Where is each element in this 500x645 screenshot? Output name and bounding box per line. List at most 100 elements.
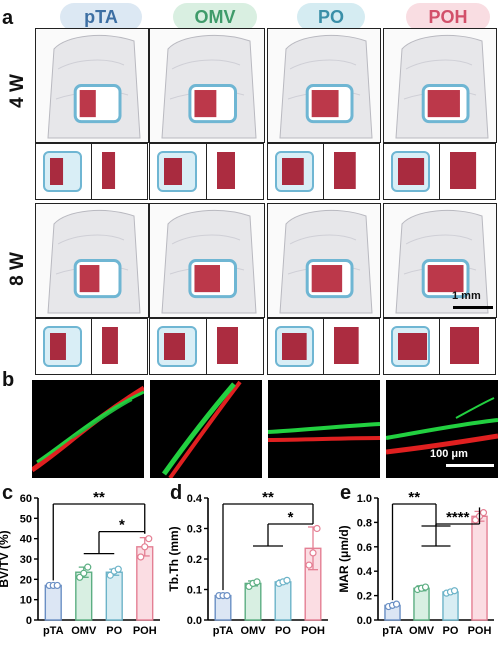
panel-label-b: b xyxy=(2,369,15,391)
x-tick-label: PO xyxy=(443,625,459,637)
micro-ct-scaffold-view xyxy=(149,318,207,375)
group-header-label: POH xyxy=(428,7,468,27)
data-point xyxy=(283,576,291,584)
data-point xyxy=(84,563,92,571)
group-header-label: pTA xyxy=(84,7,118,27)
x-tick-label: OMV xyxy=(409,625,435,637)
y-axis-label: MAR (μm/d) xyxy=(337,525,351,592)
fluorescence-image-po xyxy=(268,380,380,478)
micro-ct-3d-view xyxy=(383,203,497,318)
micro-ct-new-bone-view xyxy=(91,318,148,375)
row-label-8w: 8 W xyxy=(7,252,28,286)
x-tick-label: POH xyxy=(133,625,157,637)
group-header-omv: OMV xyxy=(173,3,257,31)
x-tick-label: OMV xyxy=(240,625,266,637)
micro-ct-new-bone-view xyxy=(323,318,380,375)
y-tick-label: 30 xyxy=(20,554,32,566)
micro-ct-new-bone-view xyxy=(206,143,264,200)
panel-label-c: c xyxy=(2,482,14,504)
data-point xyxy=(421,583,430,591)
fluorescence-image-omv xyxy=(150,380,262,478)
panel-label-a: a xyxy=(2,7,14,29)
fluorescence-image-pta xyxy=(32,380,144,478)
bar-chart-mar: 0.0 0.2 0.4 0.6 0.8 1.0 MAR (μm/d) pTA OMV PO POH *… xyxy=(337,489,494,637)
micro-ct-3d-view xyxy=(35,203,149,318)
micro-ct-3d-view xyxy=(383,28,497,143)
micro-ct-scale-bar xyxy=(453,306,493,309)
micro-ct-new-bone-view xyxy=(439,318,496,375)
micro-ct-scaffold-view xyxy=(383,318,440,375)
group-header-label: OMV xyxy=(194,7,236,27)
panel-label-d: d xyxy=(170,482,183,504)
fluorescence-image-pta-art xyxy=(32,385,144,473)
x-tick-label: PO xyxy=(106,625,122,637)
significance-label: * xyxy=(288,509,294,526)
group-header-po: PO xyxy=(297,3,365,31)
y-tick-label: 0.2 xyxy=(357,591,372,603)
micro-ct-scaffold-view xyxy=(35,318,92,375)
data-point xyxy=(253,578,261,586)
y-axis-label: BV/TV (%) xyxy=(0,530,11,587)
y-tick-label: 0 xyxy=(26,615,32,627)
x-tick-label: pTA xyxy=(213,625,234,637)
bar-po xyxy=(105,571,123,621)
data-point xyxy=(80,569,88,577)
y-tick-label: 0.1 xyxy=(187,585,202,597)
micro-ct-scale-label: 1 mm xyxy=(452,290,481,302)
y-tick-label: 0.2 xyxy=(187,554,202,566)
fluorescence-image-poh: 100 μm xyxy=(386,380,498,478)
significance-label: ** xyxy=(408,489,420,506)
data-point xyxy=(313,524,321,533)
y-tick-label: 50 xyxy=(20,513,32,525)
bar-po xyxy=(274,581,292,621)
fluorescence-scale-label: 100 μm xyxy=(430,448,468,460)
data-point xyxy=(145,535,153,543)
data-point xyxy=(223,591,231,600)
y-tick-label: 60 xyxy=(20,493,32,505)
micro-ct-new-bone-view xyxy=(323,143,380,200)
fluorescence-image-po-art xyxy=(268,422,380,442)
micro-ct-3d-view xyxy=(267,28,381,143)
bar-chart-tb-th: 0.00.10.20.30.4Tb.Th (mm)pTA OMV PO POH*** xyxy=(168,489,328,637)
data-point xyxy=(392,600,401,608)
group-header-label: PO xyxy=(317,7,344,27)
y-tick-label: 10 xyxy=(20,595,32,607)
data-point xyxy=(141,543,149,551)
y-tick-label: 0.0 xyxy=(187,615,202,627)
y-tick-label: 0.6 xyxy=(357,542,372,554)
data-point xyxy=(450,587,459,595)
data-point xyxy=(479,509,488,517)
data-point xyxy=(305,561,313,569)
micro-ct-scaffold-view xyxy=(35,143,92,200)
bar-pta xyxy=(44,584,62,621)
y-axis-label: Tb.Th (mm) xyxy=(168,526,181,591)
micro-ct-scaffold-view xyxy=(149,143,207,200)
micro-ct-3d-view xyxy=(267,203,381,318)
data-point xyxy=(137,553,145,561)
x-tick-label: OMV xyxy=(71,625,97,637)
group-header-poh: POH xyxy=(406,3,490,31)
y-tick-label: 40 xyxy=(20,534,32,546)
panel-label-e: e xyxy=(340,482,352,504)
y-tick-label: 0.0 xyxy=(357,615,372,627)
data-point xyxy=(309,549,317,557)
x-tick-label: POH xyxy=(301,625,325,637)
bar-poh xyxy=(471,515,488,621)
bar-pta xyxy=(214,594,232,621)
significance-label: **** xyxy=(446,509,470,526)
row-label-4w: 4 W xyxy=(7,74,28,108)
data-point xyxy=(53,581,61,590)
x-tick-label: PO xyxy=(275,625,291,637)
fluorescence-image-omv-art xyxy=(161,380,242,478)
micro-ct-3d-view xyxy=(149,28,265,143)
micro-ct-scaffold-view xyxy=(383,143,440,200)
y-tick-label: 0.4 xyxy=(187,493,203,505)
micro-ct-scaffold-view xyxy=(267,318,324,375)
micro-ct-3d-view xyxy=(35,28,149,143)
x-tick-label: pTA xyxy=(382,625,403,637)
micro-ct-new-bone-view xyxy=(439,143,496,200)
y-tick-label: 1.0 xyxy=(357,493,372,505)
data-point xyxy=(114,565,122,573)
fluorescence-scale-bar xyxy=(446,464,494,467)
micro-ct-scaffold-view xyxy=(267,143,324,200)
